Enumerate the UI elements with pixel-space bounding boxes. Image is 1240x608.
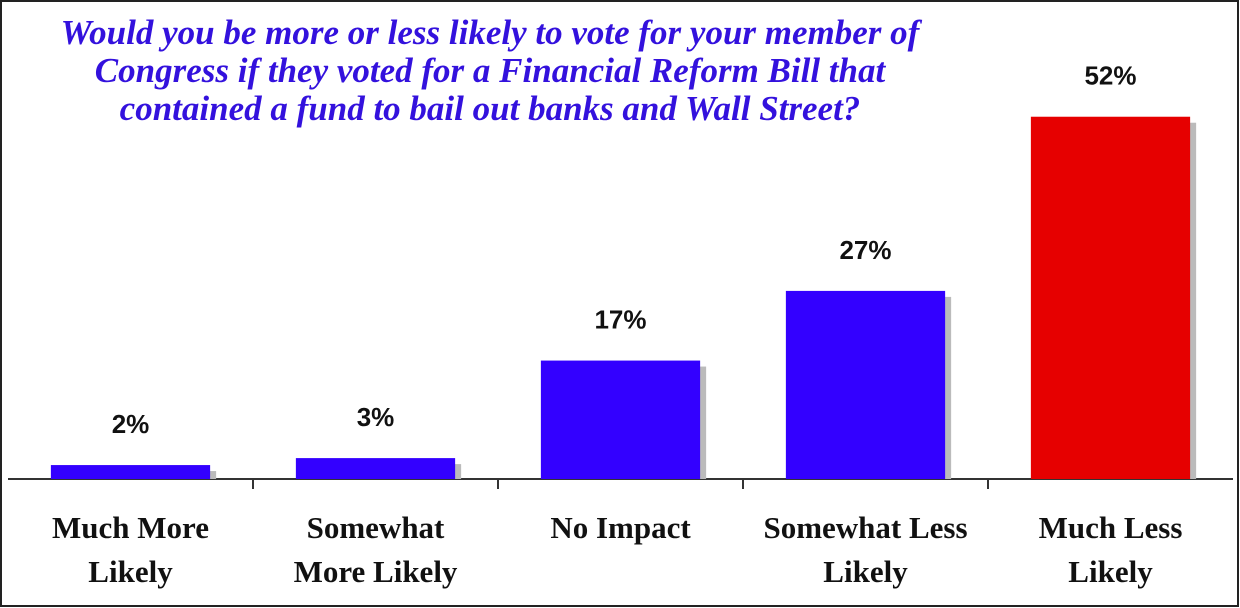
bar bbox=[295, 458, 456, 479]
bar bbox=[50, 465, 211, 479]
x-tick-label: Somewhat Less Likely bbox=[763, 510, 968, 589]
x-tick-label: Much Less Likely bbox=[1038, 510, 1183, 589]
x-tick-label: Somewhat More Likely bbox=[293, 510, 458, 589]
value-label: 52% bbox=[1084, 61, 1136, 91]
chart-title: Would you be more or less likely to vote… bbox=[60, 13, 920, 128]
bar bbox=[1030, 116, 1191, 479]
x-tick-label: No Impact bbox=[550, 510, 691, 545]
value-label: 17% bbox=[594, 305, 646, 335]
value-label: 27% bbox=[839, 235, 891, 265]
x-tick-label: Much More Likely bbox=[52, 510, 209, 589]
bar bbox=[540, 360, 701, 479]
value-label: 2% bbox=[112, 409, 150, 439]
value-label: 3% bbox=[357, 402, 395, 432]
bar bbox=[785, 290, 946, 479]
